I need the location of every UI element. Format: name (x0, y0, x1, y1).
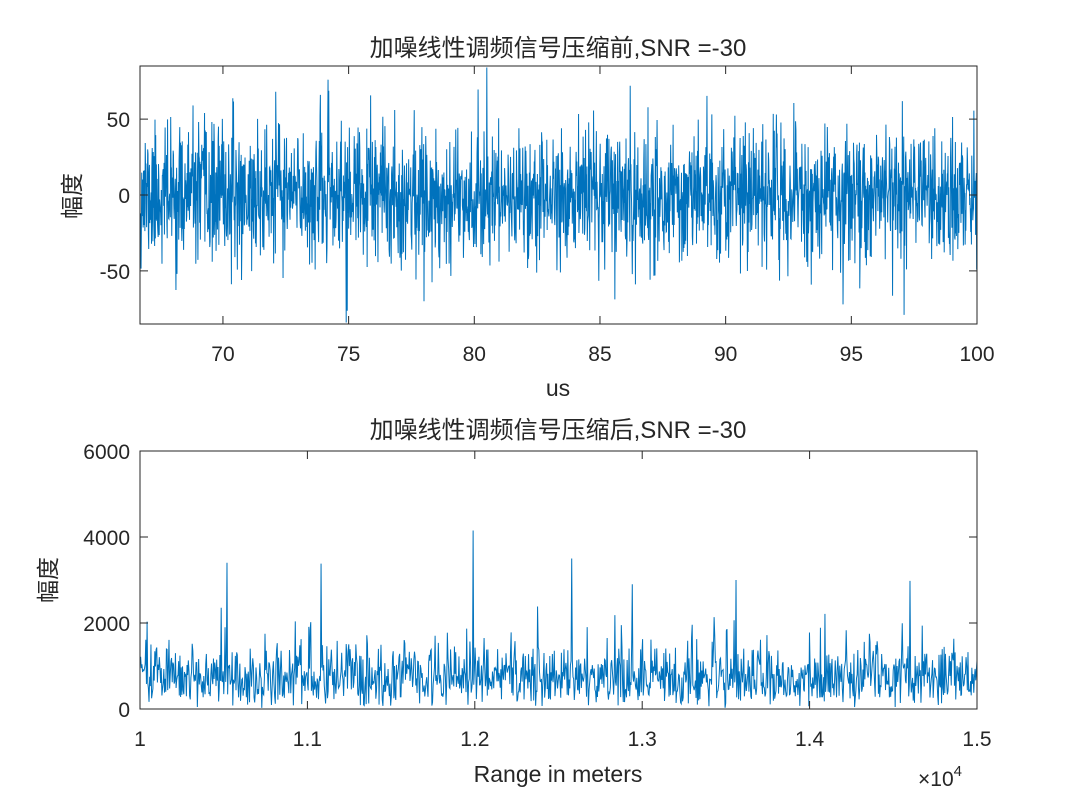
x-axis-label-top: us (546, 375, 570, 401)
y-tick-label: 50 (107, 109, 130, 132)
series-line-bottom (140, 530, 977, 708)
x-axis-exponent: ×104 (918, 763, 962, 791)
x-tick-label: 1.1 (293, 728, 322, 751)
x-tick-label: 1 (134, 728, 146, 751)
x-tick-label: 95 (840, 343, 863, 366)
series-line-top (140, 67, 977, 323)
x-tick-label: 90 (714, 343, 737, 366)
plot-area-bottom: 1 1.1 1.2 1.3 1.4 1.5 0 2000 4000 6000 (83, 441, 991, 751)
subplot-top: 加噪线性调频信号压缩前,SNR =-30 幅度 us 70 75 80 85 90 95 1… (59, 35, 995, 401)
y-axis-label-top: 幅度 (59, 173, 85, 219)
x-tick-label: 1.2 (460, 728, 489, 751)
x-tick-label: 70 (211, 343, 234, 366)
x-tick-label: 80 (463, 343, 486, 366)
chart-title-top: 加噪线性调频信号压缩前,SNR =-30 (370, 35, 747, 62)
x-axis-label-bottom: Range in meters (474, 761, 643, 787)
subplot-bottom: 加噪线性调频信号压缩后,SNR =-30 幅度 Range in meters … (35, 417, 992, 791)
y-tick-label: 2000 (83, 613, 130, 636)
x-tick-label: 1.4 (795, 728, 825, 751)
y-tick-label: 0 (118, 185, 130, 208)
y-tick-label: 6000 (83, 441, 130, 464)
x-tick-label: 85 (588, 343, 611, 366)
x-tick-label: 75 (337, 343, 360, 366)
axes-box-bottom (139, 450, 978, 710)
x-tick-label: 1.5 (962, 728, 991, 751)
chart-title-bottom: 加噪线性调频信号压缩后,SNR =-30 (370, 417, 747, 444)
y-tick-label: 0 (118, 699, 130, 722)
plot-area-top: 70 75 80 85 90 95 100 -50 0 50 (100, 65, 995, 366)
y-axis-label-bottom: 幅度 (35, 557, 61, 603)
x-axis-exponent-power: 4 (954, 763, 962, 780)
x-axis-exponent-base: ×10 (918, 768, 954, 791)
x-tick-label: 100 (959, 343, 994, 366)
y-tick-label: 4000 (83, 527, 130, 550)
x-tick-label: 1.3 (628, 728, 657, 751)
y-tick-label: -50 (100, 261, 130, 284)
